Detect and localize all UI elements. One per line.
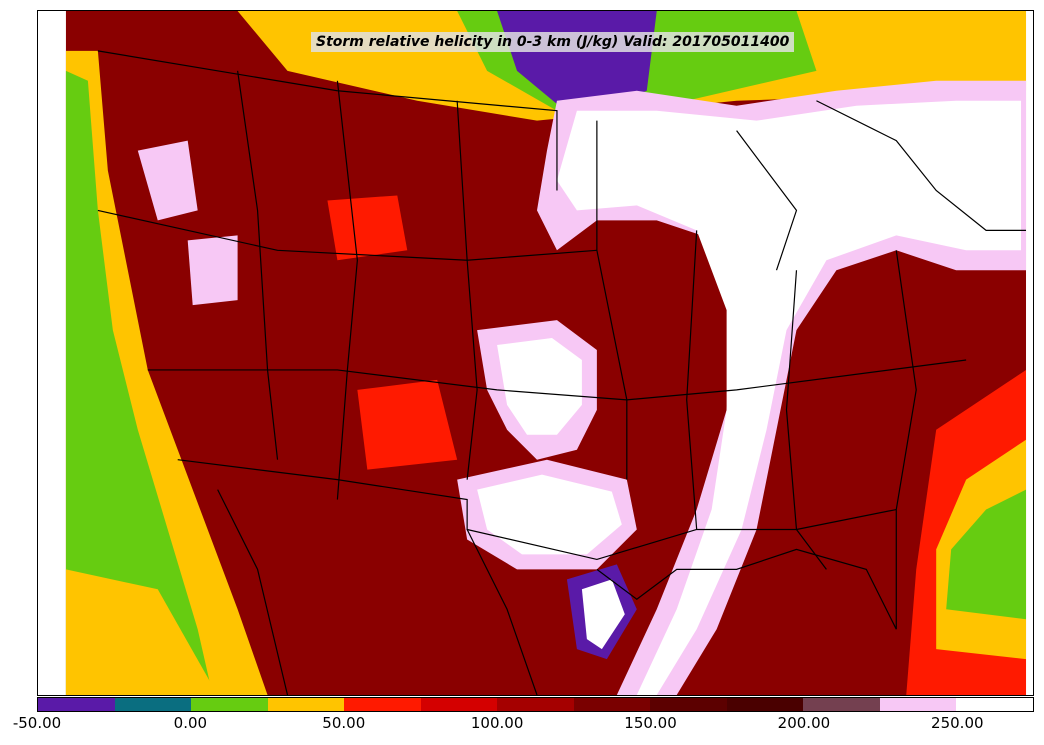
colorbar-tick-label: 50.00	[322, 714, 366, 732]
colorbar-ticks: -50.00 0.00 50.00 100.00 150.00 200.00 250.00	[13, 714, 1034, 739]
colorbar-bin-2	[191, 698, 268, 711]
colorbar-bin-4	[344, 698, 421, 711]
colorbar-bin-1	[114, 698, 192, 711]
colorbar-tick-label: 150.00	[624, 714, 677, 732]
extreme-helicity-corridor	[556, 100, 1022, 695]
colorbar-bin-11	[879, 698, 957, 711]
texas-extreme-helicity	[477, 474, 622, 555]
colorbar-tick-label: 200.00	[777, 714, 831, 732]
political-borders	[97, 50, 1027, 695]
plains-extreme-helicity	[497, 338, 582, 435]
helicity-map	[65, 11, 1027, 695]
colorbar-tick-label: 250.00	[931, 714, 984, 732]
colorbar-tick-label: 0.00	[173, 714, 208, 732]
pacific-low-helicity	[65, 569, 218, 695]
colorbar-tick-label: -50.00	[12, 714, 62, 732]
west-high-helicity-1	[137, 140, 198, 221]
gulf-extreme-helicity	[581, 579, 625, 650]
map-title: Storm relative helicity in 0-3 km (J/kg)…	[311, 32, 795, 52]
colorbar	[37, 697, 1034, 712]
atlantic-very-low-helicity	[946, 489, 1027, 620]
rockies-moderate-helicity	[327, 195, 408, 261]
colorbar-bin-0	[38, 698, 115, 711]
colorbar-bin-7	[573, 698, 651, 711]
colorbar-bin-3	[267, 698, 345, 711]
west-high-helicity-2	[187, 235, 238, 306]
colorbar-bin-9	[726, 698, 804, 711]
colorbar-tick-label: 100.00	[470, 714, 524, 732]
colorbar-bin-6	[497, 698, 574, 711]
map-frame: Storm relative helicity in 0-3 km (J/kg)…	[37, 10, 1034, 696]
colorbar-bin-12	[956, 698, 1033, 711]
very-low-helicity-region-west	[65, 70, 213, 695]
southwest-moderate-helicity	[357, 379, 458, 470]
colorbar-bin-5	[420, 698, 498, 711]
colorbar-bin-8	[650, 698, 727, 711]
colorbar-bin-10	[803, 698, 880, 711]
